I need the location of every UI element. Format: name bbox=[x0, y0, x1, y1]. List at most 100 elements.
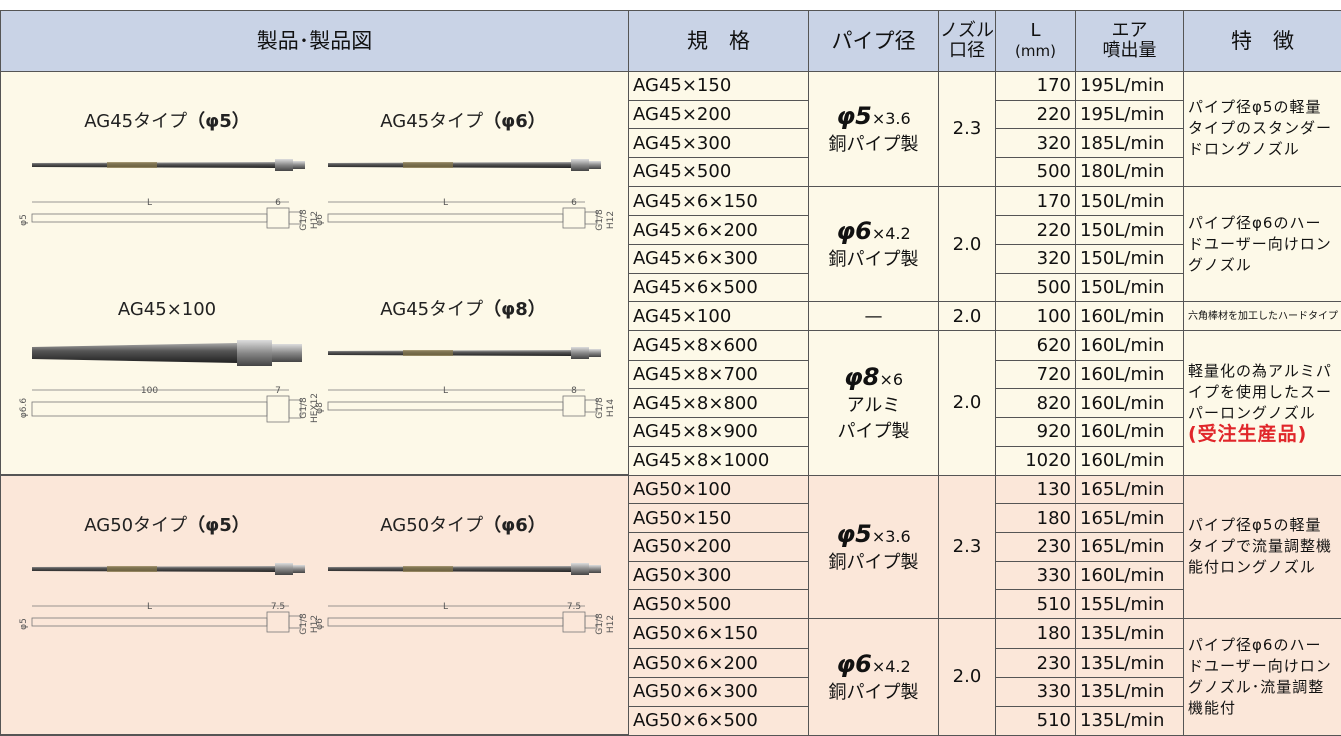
product-label: AG45タイプ（φ8） bbox=[380, 299, 545, 320]
dimension-label: 6 bbox=[275, 198, 281, 208]
product-label: AG50タイプ（φ5） bbox=[84, 515, 249, 536]
drawing-body bbox=[32, 214, 267, 222]
pipe-detail: ×4.2 bbox=[872, 224, 911, 243]
air-cell: 160L/min bbox=[1076, 561, 1184, 590]
drawing-fitting bbox=[267, 396, 289, 422]
drawing-body bbox=[32, 402, 267, 416]
dimension-label: φ5 bbox=[19, 618, 29, 630]
model-cell: AG45×8×1000 bbox=[629, 446, 809, 475]
pipe-line: φ8×6 bbox=[813, 363, 934, 391]
header-cell: L(mm) bbox=[996, 11, 1076, 72]
length-cell: 230 bbox=[996, 649, 1076, 678]
header-line: (mm) bbox=[996, 41, 1075, 61]
dimension-label: G1/8 bbox=[299, 613, 309, 635]
dimension-label: 7.5 bbox=[567, 602, 581, 612]
dimension-label: φ6 bbox=[315, 214, 325, 226]
nozzle-photo bbox=[32, 343, 237, 363]
air-cell: 165L/min bbox=[1076, 504, 1184, 533]
dimension-label: G1/8 bbox=[299, 397, 309, 419]
nozzle-label-band bbox=[107, 566, 157, 572]
nozzle-fitting bbox=[237, 340, 272, 366]
drawing bbox=[32, 606, 301, 632]
model-cell: AG45×500 bbox=[629, 158, 809, 187]
dimension-label: 7 bbox=[275, 386, 281, 396]
air-cell: 135L/min bbox=[1076, 618, 1184, 649]
pipe-line: φ6×4.2 bbox=[813, 217, 934, 245]
feature-cell: パイプ径φ5の軽量タイプで流量調整機能付ロングノズル bbox=[1184, 475, 1341, 618]
model-cell: AG50×100 bbox=[629, 475, 809, 504]
pipe-size: φ5 bbox=[836, 102, 871, 130]
header-line: 噴出量 bbox=[1076, 41, 1183, 61]
drawing bbox=[32, 390, 301, 422]
dimension-label: G1/8 bbox=[595, 209, 605, 231]
air-cell: 160L/min bbox=[1076, 446, 1184, 475]
model-cell: AG45×6×300 bbox=[629, 245, 809, 274]
air-cell: 160L/min bbox=[1076, 418, 1184, 447]
dimension-label: L bbox=[443, 198, 448, 208]
product-name: AG45タイプ bbox=[380, 299, 483, 320]
nozzle-cell: 2.0 bbox=[939, 618, 996, 735]
drawing-fitting bbox=[563, 612, 585, 632]
length-cell: 920 bbox=[996, 418, 1076, 447]
pipe-cell: — bbox=[809, 302, 939, 331]
model-cell: AG45×6×200 bbox=[629, 216, 809, 245]
air-cell: 155L/min bbox=[1076, 590, 1184, 619]
header-line: 口径 bbox=[939, 41, 995, 61]
pipe-detail: ×3.6 bbox=[872, 527, 911, 546]
air-cell: 135L/min bbox=[1076, 706, 1184, 735]
air-cell: 160L/min bbox=[1076, 302, 1184, 331]
pipe-size: φ8 bbox=[844, 363, 879, 391]
pipe-material: 銅パイプ製 bbox=[813, 245, 934, 271]
air-cell: 150L/min bbox=[1076, 273, 1184, 302]
air-cell: 180L/min bbox=[1076, 158, 1184, 187]
air-cell: 160L/min bbox=[1076, 360, 1184, 389]
model-cell: AG45×8×600 bbox=[629, 331, 809, 361]
pipe-material: アルミ bbox=[813, 391, 934, 417]
dimension-label: H14 bbox=[606, 399, 616, 417]
nozzle-fitting bbox=[275, 563, 293, 575]
nozzle-cell: 2.3 bbox=[939, 72, 996, 187]
nozzle-thread bbox=[589, 349, 601, 357]
model-cell: AG45×8×700 bbox=[629, 360, 809, 389]
nozzle-cell: 2.0 bbox=[939, 331, 996, 475]
air-cell: 165L/min bbox=[1076, 475, 1184, 504]
pipe-detail: ×6 bbox=[879, 370, 903, 389]
length-cell: 500 bbox=[996, 158, 1076, 187]
air-cell: 165L/min bbox=[1076, 532, 1184, 561]
length-cell: 220 bbox=[996, 100, 1076, 129]
length-cell: 180 bbox=[996, 504, 1076, 533]
dimension-label: L bbox=[443, 386, 448, 396]
length-cell: 170 bbox=[996, 72, 1076, 101]
pipe-line: — bbox=[813, 306, 934, 327]
pipe-size: φ6 bbox=[836, 217, 871, 245]
dimension-label: G1/8 bbox=[595, 397, 605, 419]
nozzle-label-band bbox=[403, 162, 453, 168]
length-cell: 720 bbox=[996, 360, 1076, 389]
model-cell: AG45×6×150 bbox=[629, 186, 809, 216]
model-cell: AG45×150 bbox=[629, 72, 809, 101]
drawing-body bbox=[328, 618, 563, 626]
header-cell: 規 格 bbox=[629, 11, 809, 72]
air-cell: 135L/min bbox=[1076, 649, 1184, 678]
header-line: エア bbox=[1076, 21, 1183, 41]
nozzle-cell: 2.0 bbox=[939, 302, 996, 331]
nozzle-thread bbox=[589, 161, 601, 169]
model-cell: AG45×8×900 bbox=[629, 418, 809, 447]
air-cell: 150L/min bbox=[1076, 245, 1184, 274]
dimension-label: φ5 bbox=[19, 214, 29, 226]
dimension-label: 100 bbox=[141, 386, 158, 396]
model-cell: AG45×6×500 bbox=[629, 273, 809, 302]
dimension-label: H12 bbox=[606, 211, 616, 229]
nozzle-fitting bbox=[571, 159, 589, 171]
length-cell: 220 bbox=[996, 216, 1076, 245]
dimension-label: φ8 bbox=[315, 402, 325, 414]
drawing-body bbox=[328, 214, 563, 222]
